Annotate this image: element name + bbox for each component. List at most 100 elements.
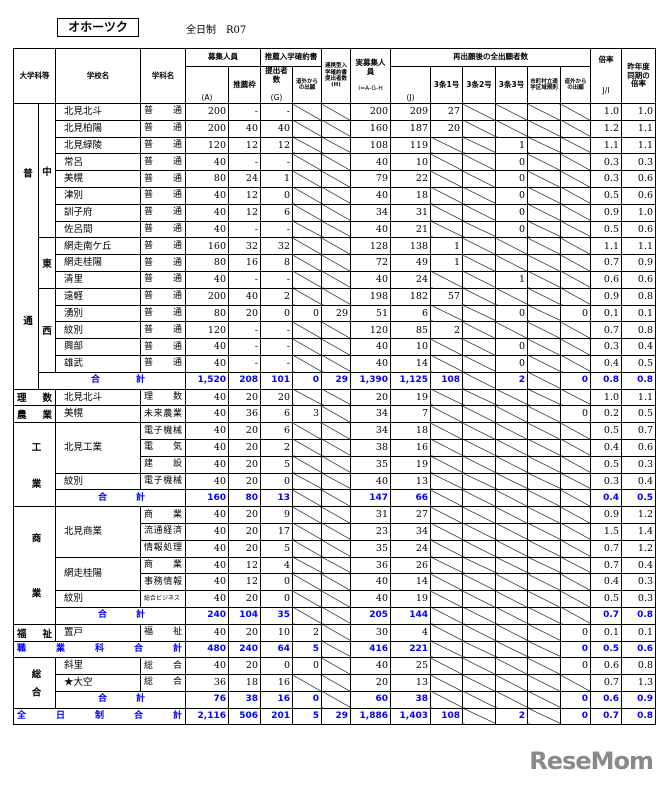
value-cell: 0 (559, 371, 592, 390)
value-cell (559, 539, 592, 558)
value-cell: 20 (228, 438, 261, 457)
value-cell: 0.5 (621, 405, 657, 424)
value-cell: 1,403 (390, 707, 431, 726)
value-cell: 1.1 (590, 237, 623, 256)
value-cell: 0 (559, 405, 592, 424)
school-name: ★大空 (55, 674, 141, 692)
value-cell: 40 (350, 472, 391, 491)
value-cell: 12 (228, 203, 261, 222)
value-cell: 0.7 (590, 674, 623, 692)
value-cell (292, 119, 322, 138)
school-name: 訓子府 (55, 203, 141, 222)
value-cell (495, 321, 528, 340)
category-text: 総合 (29, 669, 41, 697)
value-cell (495, 506, 528, 524)
value-cell: - (228, 220, 261, 239)
value-cell: 506 (228, 707, 261, 726)
value-cell (527, 371, 561, 390)
school-name: 美幌 (55, 170, 141, 188)
value-cell (430, 623, 463, 642)
dept-name: 電子機械 (140, 472, 186, 491)
school-name: 網走桂陽 (55, 556, 141, 592)
value-cell (495, 640, 528, 659)
value-cell (559, 438, 592, 457)
value-cell: 31 (350, 506, 391, 524)
value-cell: 200 (185, 119, 229, 138)
value-cell (559, 472, 592, 491)
value-cell: - (260, 321, 293, 340)
value-cell: 0.3 (590, 170, 623, 188)
value-cell (462, 640, 496, 659)
value-cell (430, 170, 463, 188)
value-cell (430, 506, 463, 524)
value-cell: 24 (228, 170, 261, 188)
value-cell (321, 522, 351, 541)
value-cell: 160 (350, 119, 391, 138)
value-cell: 40 (185, 506, 229, 524)
category-text: 東 (42, 259, 52, 271)
value-cell: 0.5 (590, 455, 623, 474)
dept-name: 普 通 (140, 136, 186, 155)
value-cell: 0 (292, 304, 322, 323)
header-art3-2: 3条2号 (462, 66, 496, 104)
value-cell: 20 (350, 674, 391, 692)
value-cell: 64 (260, 640, 293, 659)
value-cell: 12 (228, 556, 261, 575)
value-cell (321, 623, 351, 642)
value-cell: 29 (321, 707, 351, 726)
value-cell: 20 (260, 388, 293, 407)
value-cell: 2 (495, 371, 528, 390)
value-cell: 40 (350, 270, 391, 289)
subtitle: 全日制 R07 (186, 25, 247, 36)
value-cell: 205 (350, 606, 391, 625)
school-name: 紋別 (55, 472, 141, 491)
value-cell: 0 (260, 472, 293, 491)
value-cell: 198 (350, 287, 391, 306)
header-last-year: 昨年度同期の倍率 (621, 48, 657, 104)
value-cell: 0.1 (590, 623, 623, 642)
header-pledge-submitted: 提出者数 (G) (260, 66, 293, 104)
table-row: 電 気 40 20 2 38 16 0.4 0.6 (14, 438, 657, 457)
value-cell: 480 (185, 640, 229, 659)
value-cell: 0 (495, 153, 528, 172)
dept-name: 商 業 (140, 506, 186, 524)
value-cell: 20 (228, 623, 261, 642)
value-cell (292, 556, 322, 575)
value-cell: 40 (185, 522, 229, 541)
header-pledge: 推薦入学確約書 (260, 48, 322, 67)
value-cell (527, 304, 561, 323)
value-cell: 0.8 (621, 606, 657, 625)
value-cell (430, 640, 463, 659)
value-cell: 20 (228, 657, 261, 676)
value-cell: 10 (390, 338, 431, 356)
value-cell (321, 321, 351, 340)
table-row: 紋別 総合ビジネス 40 20 0 40 19 0.5 0.3 (14, 590, 657, 608)
value-cell (527, 388, 561, 407)
value-cell (462, 304, 496, 323)
value-cell: 0.7 (590, 254, 623, 272)
value-cell (559, 338, 592, 356)
value-cell: 80 (185, 170, 229, 188)
value-cell (430, 539, 463, 558)
value-cell (462, 422, 496, 440)
value-cell: 40 (350, 338, 391, 356)
value-cell (559, 606, 592, 625)
value-cell: 147 (350, 489, 391, 508)
value-cell (462, 388, 496, 407)
value-cell (430, 690, 463, 709)
value-cell: 49 (390, 254, 431, 272)
value-cell: 0.7 (590, 321, 623, 340)
grand-total-label-text: 職業科合計 (17, 643, 182, 654)
value-cell: 20 (228, 422, 261, 440)
value-cell: 0 (292, 657, 322, 676)
subtotal-row: 合計 240 104 35 205 144 0.7 0.8 (14, 606, 657, 625)
dept-name: 普 通 (140, 203, 186, 222)
value-cell: 24 (390, 539, 431, 558)
value-cell: 1.3 (621, 674, 657, 692)
school-name: 北見商業 (55, 506, 141, 558)
value-cell (462, 354, 496, 373)
value-cell: 0.8 (621, 371, 657, 390)
value-cell: 0.1 (590, 304, 623, 323)
value-cell: 40 (185, 590, 229, 608)
value-cell: - (260, 153, 293, 172)
